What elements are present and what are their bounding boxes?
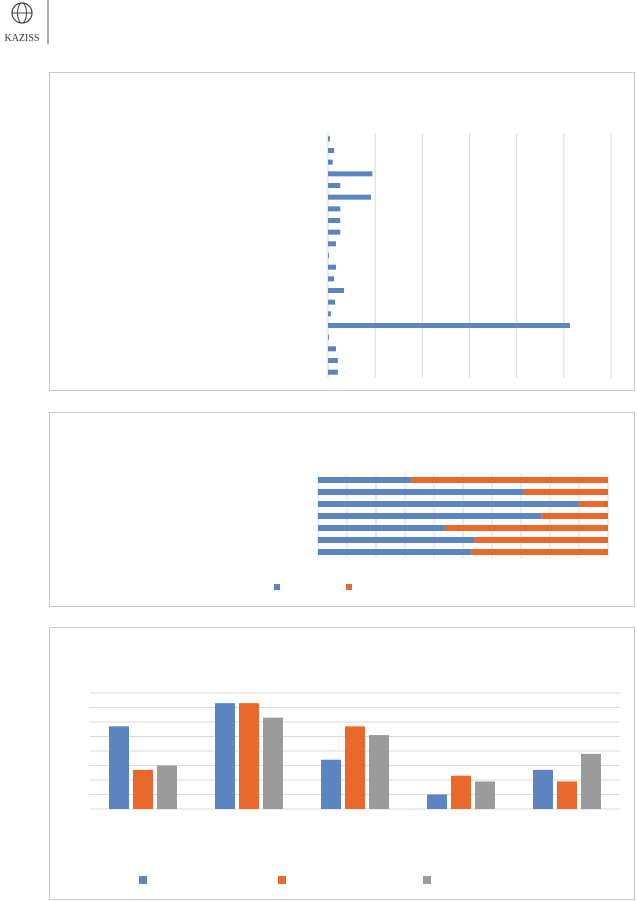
legend-swatch: [274, 584, 280, 590]
bar: [581, 753, 601, 809]
bar: [328, 288, 345, 293]
legend-swatch: [139, 876, 147, 884]
bar: [263, 717, 283, 809]
bar-segment: [318, 477, 411, 483]
bar-segment: [471, 549, 608, 555]
bar: [557, 781, 577, 809]
bar-segment: [445, 525, 608, 531]
bar: [328, 358, 338, 363]
legend-swatch: [346, 584, 352, 590]
bar: [328, 264, 337, 270]
chart-frame: [49, 627, 635, 900]
bar: [427, 794, 447, 809]
bar: [328, 299, 336, 305]
bar: [328, 148, 335, 153]
bar: [215, 703, 235, 809]
chart-frame: [49, 412, 635, 607]
bar-segment: [318, 549, 472, 555]
bar: [451, 775, 471, 809]
bar: [157, 765, 177, 809]
bar-segment: [318, 525, 446, 531]
bar: [328, 311, 331, 317]
legend-swatch: [423, 876, 431, 884]
bar: [328, 323, 570, 328]
bar: [109, 726, 129, 809]
bar: [328, 369, 338, 375]
bar: [533, 769, 553, 809]
bar-segment: [474, 537, 608, 543]
bar: [328, 276, 335, 282]
chart-frame: [49, 72, 635, 391]
bar-segment: [541, 513, 608, 519]
bar: [328, 334, 329, 340]
legend-swatch: [278, 876, 286, 884]
bar-segment: [318, 489, 524, 495]
bar: [328, 183, 341, 188]
bar: [328, 194, 371, 200]
logo-text: KAZISS: [4, 33, 39, 44]
logo: KAZISS: [4, 2, 40, 44]
bar-segment: [523, 489, 608, 495]
bar: [239, 703, 259, 809]
bar: [328, 218, 341, 223]
bar-segment: [579, 501, 608, 507]
bar: [475, 781, 495, 809]
bar-segment: [410, 477, 608, 483]
bar-segment: [318, 501, 579, 507]
bar: [328, 241, 337, 247]
bar-segment: [318, 513, 542, 519]
bar: [328, 253, 329, 258]
bar: [321, 759, 341, 809]
bar-segment: [318, 537, 475, 543]
bar: [133, 769, 153, 809]
bar: [328, 171, 373, 177]
bar: [369, 735, 389, 809]
bar: [328, 159, 333, 165]
bar: [328, 206, 341, 212]
bar: [345, 726, 365, 809]
bar: [328, 346, 337, 352]
bar: [328, 136, 330, 142]
bar: [328, 229, 341, 235]
